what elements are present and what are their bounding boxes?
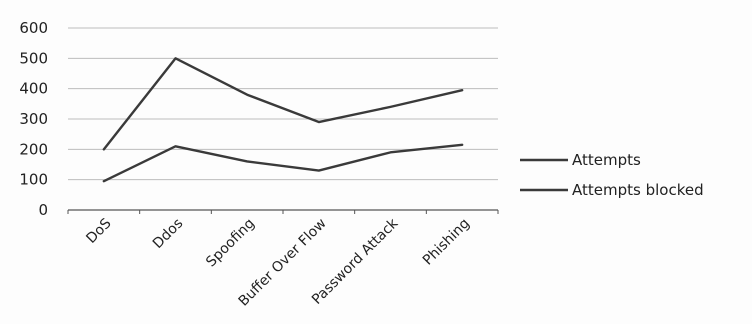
series-line-1	[104, 145, 462, 181]
y-tick-label: 300	[19, 110, 48, 128]
legend-label: Attempts	[572, 151, 641, 169]
y-tick-label: 500	[19, 49, 48, 67]
y-axis-ticks: 0 100 200 300 400 500 600	[19, 19, 48, 219]
y-tick-label: 100	[19, 171, 48, 189]
x-tick-label: Ddos	[150, 216, 186, 252]
y-tick-label: 400	[19, 80, 48, 98]
legend-label: Attempts blocked	[572, 181, 704, 199]
x-tick-label: Phishing	[420, 216, 473, 269]
series-lines	[104, 58, 462, 181]
y-tick-label: 200	[19, 140, 48, 158]
gridlines	[68, 28, 498, 180]
y-tick-label: 0	[38, 201, 48, 219]
y-tick-label: 600	[19, 19, 48, 37]
axes	[68, 210, 498, 214]
x-tick-label: DoS	[83, 215, 114, 246]
x-tick-label: Spoofing	[203, 216, 258, 271]
legend: Attempts Attempts blocked	[520, 151, 704, 199]
series-line-0	[104, 58, 462, 149]
